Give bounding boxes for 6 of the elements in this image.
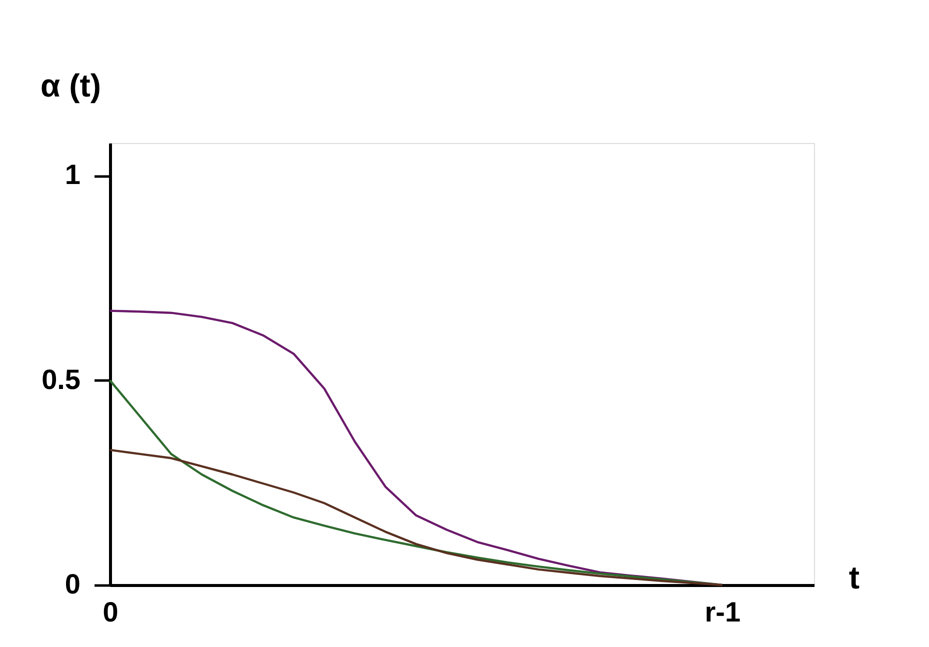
y-tick-label: 0.5: [42, 364, 80, 395]
x-axis-title: t: [848, 560, 860, 596]
y-tick-label: 1: [64, 159, 80, 190]
x-tick-label: r-1: [704, 596, 741, 628]
y-axis-title: α (t): [40, 68, 102, 104]
y-tick-label: 0: [64, 568, 80, 600]
